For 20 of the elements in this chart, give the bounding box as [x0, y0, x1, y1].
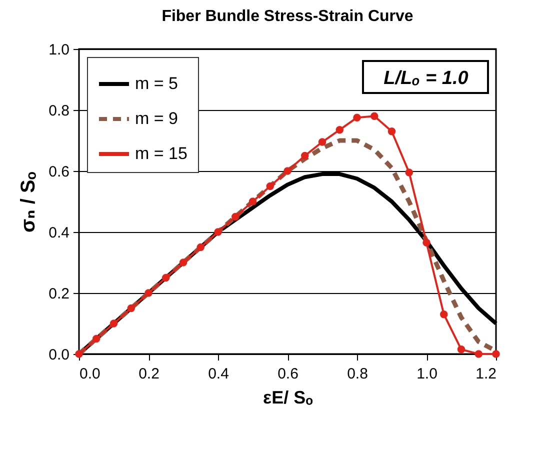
x-tick-label: 0.2	[138, 366, 160, 382]
x-tick-label: 1.2	[476, 366, 496, 382]
x-tick-label: 0.6	[278, 366, 298, 382]
y-tick-label: 0.4	[48, 224, 70, 242]
y-axis-title: σₙ / Sₒ	[18, 171, 40, 233]
x-tick-label: 0.8	[347, 366, 368, 382]
x-tick-label: 0.0	[80, 366, 100, 382]
y-tick-label: 0.8	[48, 102, 70, 120]
y-tick-label: 0.0	[48, 346, 70, 364]
annotation: L/Lₒ = 1.0	[384, 68, 469, 89]
legend-label: m = 5	[135, 74, 178, 93]
x-axis-title: εE/ Sₒ	[263, 388, 313, 408]
x-tick-label: 1.0	[416, 366, 438, 382]
chart-title: Fiber Bundle Stress-Strain Curve	[162, 8, 414, 25]
x-tick-label: 0.4	[208, 366, 229, 382]
y-tick-label: 0.6	[48, 164, 70, 180]
y-tick-label: 1.0	[48, 42, 70, 58]
y-tick-label: 0.2	[48, 286, 70, 302]
legend-label: m = 15	[135, 144, 188, 163]
legend-label: m = 9	[135, 109, 178, 128]
